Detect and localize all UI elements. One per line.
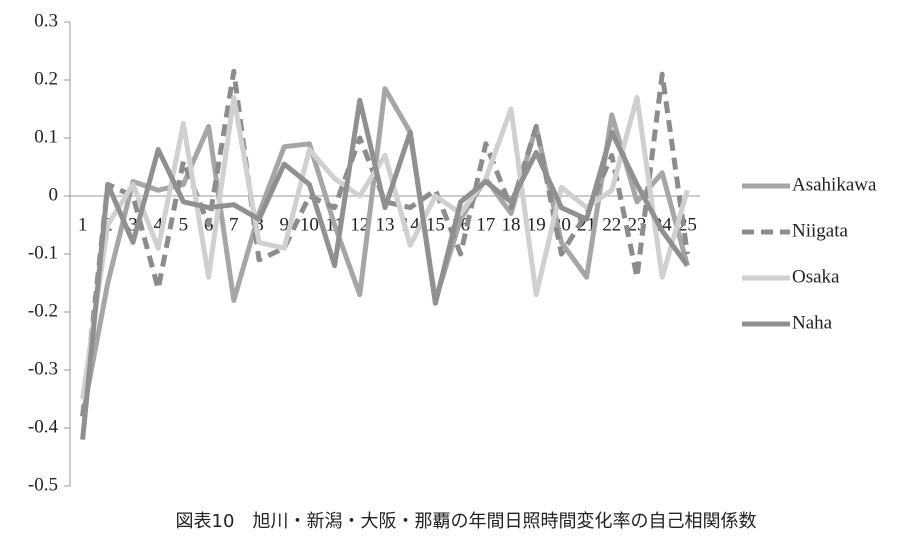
x-tick-label: 1	[78, 214, 88, 235]
series-line	[80, 86, 690, 417]
y-tick-label: -0.5	[28, 474, 58, 495]
legend-label: Naha	[792, 312, 833, 333]
caption: 図表10 旭川・新潟・大阪・那覇の年間日照時間変化率の自己相関係数	[176, 511, 757, 532]
x-tick-label: 13	[376, 214, 395, 235]
x-tick-label: 10	[300, 214, 319, 235]
y-tick-label: -0.4	[28, 416, 59, 437]
x-tick-label: 15	[426, 214, 445, 235]
x-tick-label: 5	[179, 214, 189, 235]
series-line	[80, 97, 690, 440]
x-tick-label: 3	[128, 214, 138, 235]
x-tick-label: 7	[229, 214, 239, 235]
x-tick-label: 18	[502, 214, 521, 235]
series-line	[80, 68, 690, 417]
y-tick-label: 0	[49, 184, 59, 205]
y-tick-label: 0.1	[34, 126, 58, 147]
x-tick-label: 17	[476, 214, 495, 235]
legend-label: Asahikawa	[792, 174, 877, 195]
x-tick-label: 9	[279, 214, 289, 235]
x-tick-label: 4	[153, 214, 163, 235]
y-tick-label: -0.1	[28, 242, 58, 263]
x-tick-label: 8	[254, 214, 264, 235]
y-tick-label: 0.2	[34, 68, 58, 89]
legend-label: Niigata	[792, 220, 848, 241]
x-tick-label: 12	[350, 214, 369, 235]
y-tick-label: -0.2	[28, 300, 58, 321]
legend-label: Osaka	[792, 266, 840, 287]
x-tick-label: 22	[602, 214, 621, 235]
y-tick-label: -0.3	[28, 358, 58, 379]
x-tick-label: 19	[527, 214, 546, 235]
y-tick-label: 0.3	[34, 10, 58, 31]
series-line	[80, 94, 690, 400]
